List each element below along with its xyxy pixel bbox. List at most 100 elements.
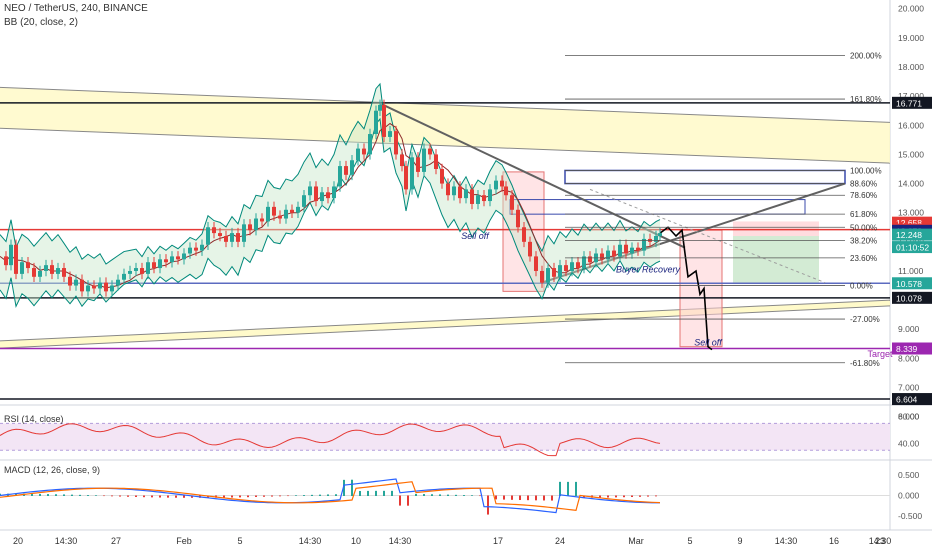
fib-label: 0.00%: [850, 282, 873, 291]
macd-histogram-bar: [359, 490, 361, 496]
candle: [540, 265, 544, 288]
candle: [86, 280, 90, 297]
position-reward-box: [733, 236, 819, 285]
price-tick-label: 20.000: [898, 4, 924, 14]
candle: [428, 143, 432, 160]
dotted-projection: [589, 188, 826, 284]
macd-histogram-bar: [535, 495, 537, 501]
fib-label: -61.80%: [850, 359, 880, 368]
candle: [582, 251, 586, 274]
macd-histogram-bar: [631, 495, 633, 498]
candle: [50, 259, 54, 280]
candle: [546, 262, 550, 288]
candle-body: [104, 282, 108, 292]
candle-body: [344, 166, 348, 175]
macd-histogram-bar: [231, 495, 233, 498]
candle-body: [74, 279, 78, 286]
candle: [482, 189, 486, 207]
time-tick-label: Feb: [176, 536, 192, 546]
candle-body: [164, 259, 168, 263]
candle: [254, 213, 258, 236]
lower-channel-bottom: [0, 305, 891, 349]
candle: [516, 204, 520, 233]
candle: [146, 256, 150, 280]
candle-body: [62, 268, 66, 277]
candle: [206, 222, 210, 250]
candle-body: [516, 209, 520, 228]
bb-legend[interactable]: BB (20, close, 2): [4, 17, 78, 28]
candle-body: [122, 273, 126, 280]
candle-body: [92, 285, 96, 289]
candle-body: [116, 279, 120, 286]
candle: [564, 259, 568, 277]
candle: [452, 181, 456, 201]
candle-body: [296, 206, 300, 213]
candle: [388, 125, 392, 143]
time-tick-label: 14:30: [55, 536, 78, 546]
time-axis[interactable]: 20 14:30 27 Feb 5 14:30 10 14:30 17 24 Mar 5 9 14:30 1…: [13, 536, 891, 546]
fib-label: 38.20%: [850, 236, 877, 245]
candle: [272, 201, 276, 221]
candle: [320, 187, 324, 207]
price-tag: [892, 291, 932, 304]
macd-histogram-bar: [567, 481, 569, 496]
candle: [140, 262, 144, 280]
candle-body: [272, 206, 276, 216]
time-tick-label: 17: [493, 536, 503, 546]
candle-body: [314, 186, 318, 202]
price-axis[interactable]: 20.000 19.000 18.000 17.000 16.000 15.000 14.0…: [892, 4, 932, 422]
candle: [194, 242, 198, 256]
candle-body: [20, 262, 24, 274]
candle: [576, 256, 580, 274]
macd-histogram-bar: [103, 495, 105, 497]
fib-label: 200.00%: [850, 51, 882, 60]
candle-body: [588, 256, 592, 263]
macd-histogram-bar: [639, 495, 641, 497]
candle: [434, 149, 438, 175]
price-tag: [892, 393, 932, 406]
macd-histogram-bar: [119, 495, 121, 497]
candle-body: [378, 104, 382, 111]
candle: [570, 256, 574, 277]
candle: [284, 204, 288, 224]
candle: [44, 259, 48, 277]
candle: [326, 187, 330, 204]
macd-histogram-bar: [391, 490, 393, 496]
time-tick-label: 24: [555, 536, 565, 546]
price-tag-label: 12.248: [896, 230, 922, 240]
candle-body: [266, 206, 270, 222]
macd-histogram-bar: [55, 494, 57, 496]
macd-histogram-bar: [287, 495, 289, 497]
candle-body: [658, 233, 662, 237]
candle-body: [260, 218, 264, 222]
macd-histogram-bar: [87, 495, 89, 496]
sell-off-box-2: [679, 229, 723, 348]
time-tick-label: Mar: [628, 536, 644, 546]
candle-body: [128, 270, 132, 274]
candle-body: [152, 262, 156, 269]
price-tick-label: 18.000: [898, 62, 924, 72]
candle: [534, 251, 538, 277]
macd-histogram-bar: [319, 494, 321, 496]
macd-histogram-bar: [407, 495, 409, 506]
macd-histogram-bar: [343, 479, 345, 496]
candle: [636, 242, 640, 256]
candle: [458, 181, 462, 204]
candle-body: [44, 265, 48, 271]
macd-tick-label: 0.000: [898, 491, 920, 501]
ascending-trendline: [541, 182, 846, 284]
candle-body: [504, 186, 508, 196]
macd-histogram-bar: [63, 494, 65, 496]
rsi-tick-label: 80.00: [898, 412, 920, 422]
candle-body: [200, 244, 204, 251]
macd-histogram-bar: [303, 495, 305, 496]
candle: [422, 143, 426, 178]
candle: [164, 254, 168, 268]
candle-body: [32, 268, 36, 277]
macd-histogram-bar: [167, 495, 169, 498]
candle-body: [416, 157, 420, 172]
candle-body: [290, 209, 294, 213]
symbol-legend[interactable]: NEO / TetherUS, 240, BINANCE: [4, 3, 148, 14]
macd-histogram-bar: [543, 495, 545, 501]
